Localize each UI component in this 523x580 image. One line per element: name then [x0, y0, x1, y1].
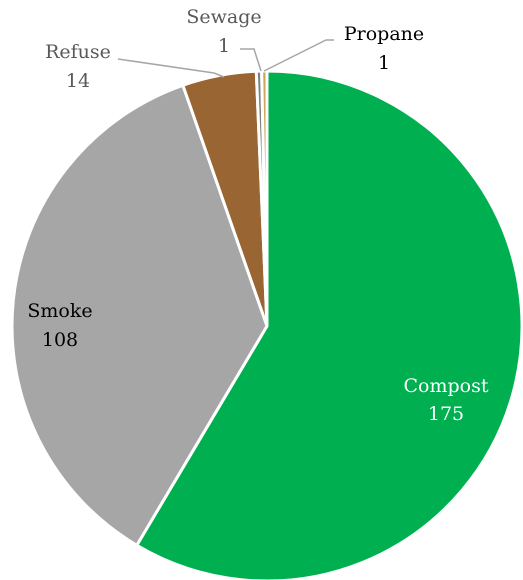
slice-label-sewage: Sewage — [186, 6, 261, 28]
slice-value-refuse: 14 — [66, 70, 90, 92]
slice-value-smoke: 108 — [42, 329, 78, 351]
pie-slice-compost — [135, 69, 523, 580]
slice-labels: Compost 175 Smoke 108 Refuse 14 Sewage 1 Propane… — [27, 6, 488, 425]
leader-lines — [117, 39, 334, 78]
slice-value-sewage: 1 — [218, 35, 230, 57]
pie-slices — [10, 69, 523, 580]
pie-slice-smoke — [10, 83, 269, 547]
slice-value-compost: 175 — [428, 403, 464, 425]
slice-label-propane: Propane — [344, 23, 424, 45]
leader-line-refuse — [117, 58, 225, 78]
leader-line-sewage — [240, 48, 262, 72]
slice-label-refuse: Refuse — [45, 41, 111, 63]
slice-label-compost: Compost — [404, 375, 489, 397]
slice-label-smoke: Smoke — [27, 300, 92, 322]
leader-line-propane — [263, 39, 334, 72]
slice-value-propane: 1 — [378, 52, 390, 74]
